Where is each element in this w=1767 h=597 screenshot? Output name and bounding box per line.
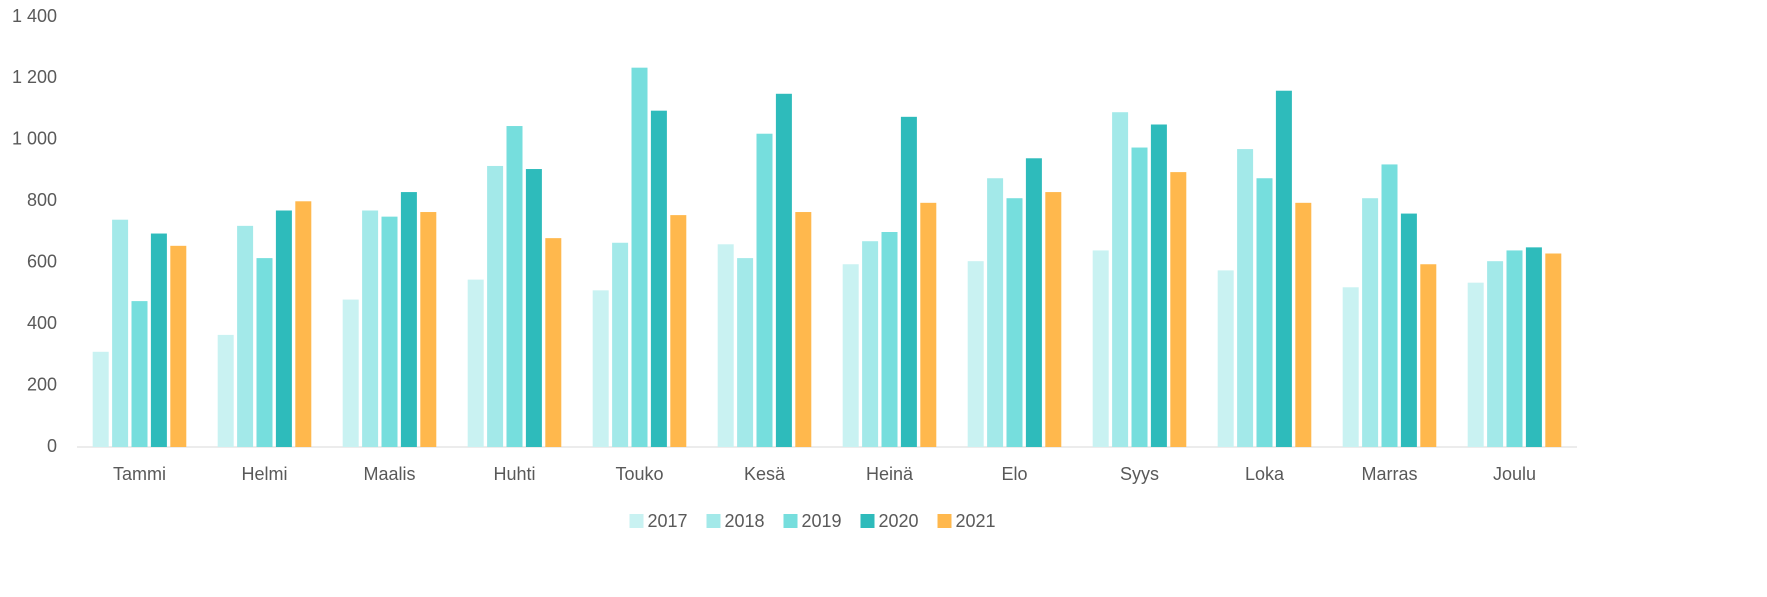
bar [525,169,542,448]
bar [1467,282,1484,447]
bar [545,238,562,447]
bar [1525,247,1542,447]
legend-label: 2020 [879,511,919,531]
bar [1170,172,1187,447]
bar [717,244,734,447]
bar [1342,287,1359,447]
legend-label: 2019 [802,511,842,531]
y-tick-label: 1 400 [12,6,57,26]
bar [1400,213,1417,447]
bar [217,334,234,447]
x-tick-label: Elo [1001,464,1027,484]
bar [842,264,859,447]
bar [612,242,629,447]
x-tick-label: Marras [1361,464,1417,484]
y-tick-label: 400 [27,313,57,333]
bar [1131,147,1148,448]
bar [467,279,484,447]
bar [256,258,273,447]
bar [1506,250,1523,447]
bar [900,116,917,448]
bar [862,241,879,447]
legend-swatch [860,514,875,528]
bar [381,216,398,447]
bar [1256,178,1273,447]
y-tick-label: 0 [47,436,57,456]
y-tick-label: 1 000 [12,129,57,149]
bar [1150,124,1167,447]
bar [1545,253,1562,447]
bar [420,212,437,447]
x-tick-label: Huhti [493,464,535,484]
x-tick-label: Kesä [744,464,786,484]
bar [275,210,292,447]
bar [112,219,129,447]
bar [1006,198,1023,447]
bar [487,165,504,447]
bar [1487,261,1504,447]
bar [1295,202,1312,447]
bar [150,233,167,447]
x-tick-label: Tammi [113,464,166,484]
legend-swatch [783,514,798,528]
bar [1275,90,1292,447]
legend-swatch [937,514,952,528]
x-tick-label: Heinä [866,464,914,484]
bar [362,210,379,447]
bar [881,232,898,447]
x-tick-label: Touko [615,464,663,484]
bar [775,93,792,448]
bar [987,178,1004,447]
bar [506,126,523,448]
legend-swatch [706,514,721,528]
bar [295,201,312,447]
bar [1045,192,1062,447]
bar [92,351,109,447]
bar [131,301,148,447]
bar [631,67,648,447]
x-tick-label: Loka [1245,464,1285,484]
x-tick-label: Maalis [363,464,415,484]
bar [670,215,687,447]
x-tick-label: Joulu [1493,464,1536,484]
legend-label: 2017 [648,511,688,531]
bar [737,258,754,447]
legend-label: 2021 [956,511,996,531]
y-tick-label: 600 [27,251,57,271]
bar [1362,198,1379,447]
bar [756,133,773,447]
bar [237,225,254,447]
bar [1420,264,1437,447]
legend-swatch [629,514,644,528]
bar [400,192,417,447]
bar [170,245,187,447]
bar [650,110,667,447]
bar [1025,158,1042,448]
bar [920,202,937,447]
x-tick-label: Syys [1120,464,1159,484]
bar [1092,250,1109,447]
bar [592,290,609,447]
y-tick-label: 1 200 [12,67,57,87]
bar [967,261,984,447]
bar [1237,149,1254,448]
y-tick-label: 200 [27,374,57,394]
legend-label: 2018 [725,511,765,531]
bar [1112,112,1129,447]
bar [1217,270,1234,447]
bar [795,212,812,447]
bar [342,299,359,447]
x-tick-label: Helmi [241,464,287,484]
bar [1381,164,1398,447]
y-tick-label: 800 [27,190,57,210]
